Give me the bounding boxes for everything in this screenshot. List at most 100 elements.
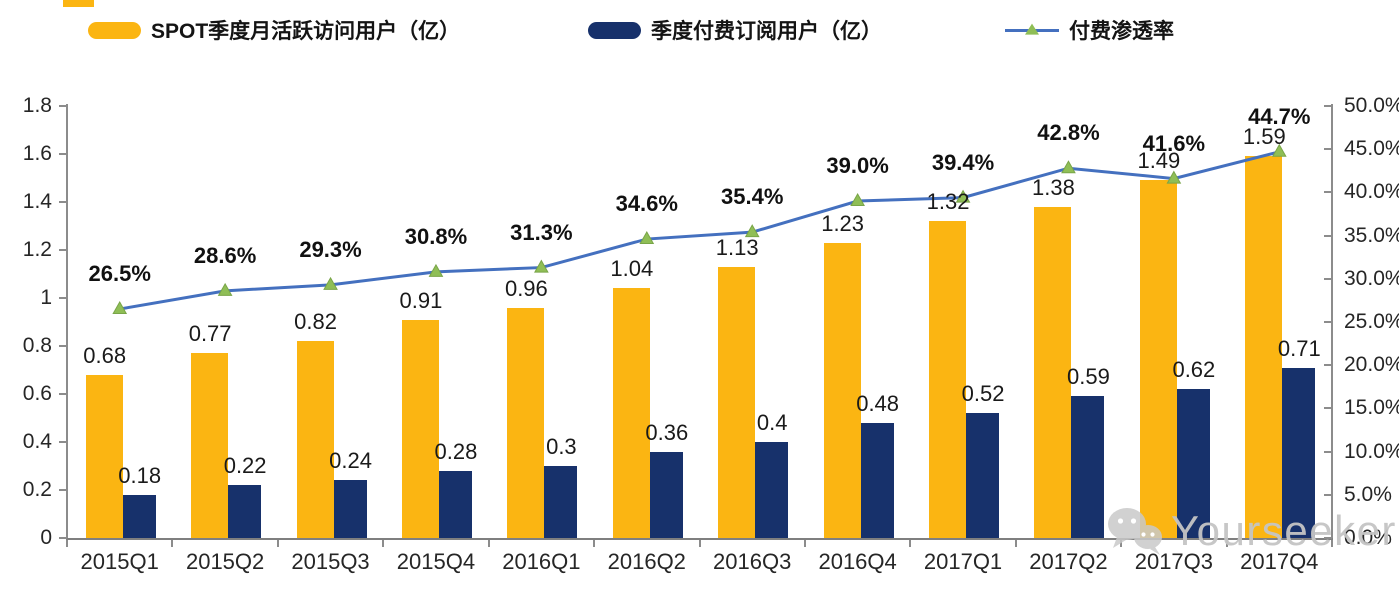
mau-value-label: 0.77 [188, 321, 232, 347]
mau-value-label: 1.38 [1032, 174, 1075, 200]
subs-value-label: 0.28 [434, 438, 478, 464]
penetration-value-label: 44.7% [1248, 103, 1311, 129]
left-axis-tick-label: 1.4 [22, 190, 52, 213]
mau-value-label: 0.68 [83, 342, 127, 368]
penetration-value-label: 39.4% [931, 149, 995, 175]
subs-bar [1071, 396, 1105, 538]
right-axis-tick [1324, 537, 1332, 539]
subs-bar [755, 442, 789, 538]
penetration-value-label: 26.5% [88, 261, 151, 287]
subs-value-label: 0.48 [856, 390, 900, 416]
penetration-value-label: 41.6% [1142, 130, 1206, 156]
subs-value-label: 0.36 [645, 419, 689, 445]
left-axis-tick [59, 393, 67, 395]
mau-value-label: 1.04 [610, 256, 654, 282]
left-axis-tick [59, 201, 67, 203]
mau-bar [612, 288, 650, 538]
subs-bar [544, 466, 578, 538]
subs-value-label: 0.4 [756, 410, 788, 435]
left-axis-tick-label: 1.6 [22, 142, 52, 165]
legend-item-subs: 季度付费订阅用户（亿） [588, 15, 882, 45]
x-axis-category-label: 2016Q3 [713, 549, 792, 574]
subs-value-label: 0.62 [1172, 357, 1216, 383]
penetration-line-path [119, 150, 1280, 311]
right-axis-tick-label: 50.0% [1344, 94, 1399, 117]
mau-value-label: 1.32 [926, 189, 970, 215]
watermark: Yourseeker [1106, 504, 1397, 558]
mau-value-label: 0.96 [504, 275, 548, 301]
mau-bar [401, 319, 439, 538]
legend-item-penetration: 付费渗透率 [1005, 15, 1174, 45]
x-axis-line [66, 538, 1333, 540]
right-axis-tick [1324, 364, 1332, 367]
x-axis-category-label: 2016Q2 [607, 549, 686, 574]
left-axis-tick-label: 0.8 [22, 334, 52, 357]
subs-bar [333, 480, 367, 538]
left-axis-tick [59, 441, 67, 443]
x-axis-tick [909, 540, 912, 547]
x-axis-category-label: 2016Q4 [818, 549, 897, 574]
legend-label-subs: 季度付费订阅用户（亿） [651, 20, 882, 43]
x-axis-tick [1120, 540, 1123, 547]
x-axis-category-label: 2015Q4 [396, 549, 476, 574]
subs-value-label: 0.71 [1277, 335, 1321, 361]
mau-bar [823, 242, 861, 538]
mau-value-label: 0.91 [399, 287, 443, 313]
right-axis-tick-label: 5.0% [1344, 482, 1392, 506]
subs-bar [860, 422, 894, 538]
subs-bar [966, 413, 1000, 538]
left-axis-tick-label: 0 [40, 526, 52, 549]
penetration-value-label: 34.6% [615, 191, 678, 217]
penetration-value-label: 35.4% [721, 184, 784, 210]
penetration-value-label: 42.8% [1037, 120, 1100, 146]
subs-value-label: 0.24 [329, 448, 372, 474]
left-axis-tick [59, 105, 67, 107]
x-axis-category-label: 2017Q2 [1029, 549, 1108, 574]
right-axis-tick-label: 0.0% [1344, 526, 1392, 549]
right-axis-tick-label: 40.0% [1344, 180, 1399, 204]
legend-label-mau: SPOT季度月活跃访问用户（亿） [151, 20, 461, 43]
right-axis-tick-label: 15.0% [1344, 396, 1399, 420]
left-axis-tick-label: 1.8 [22, 94, 52, 117]
mau-value-label: 1.13 [715, 234, 759, 260]
right-axis-tick [1324, 493, 1332, 496]
mau-value-label: 1.23 [821, 210, 865, 236]
x-axis-tick [382, 540, 385, 547]
mau-bar-swatch [88, 21, 141, 39]
mau-value-label: 1.59 [1242, 124, 1286, 150]
left-axis-tick [59, 297, 67, 299]
right-axis-tick [1324, 321, 1332, 323]
x-axis-tick [698, 540, 701, 547]
watermark-text: Yourseeker [1171, 507, 1397, 554]
subs-bar [649, 451, 683, 538]
x-axis-category-label: 2015Q3 [291, 549, 370, 574]
cropped-element-fragment [63, 0, 94, 7]
triangle-marker-icon [534, 259, 549, 273]
right-axis-tick-label: 10.0% [1344, 439, 1399, 463]
x-axis-tick [66, 540, 68, 547]
mau-bar [85, 374, 123, 538]
x-axis-tick [171, 540, 174, 547]
x-axis-tick [1331, 540, 1333, 547]
x-axis-tick [487, 540, 490, 547]
right-axis-tick [1324, 148, 1332, 151]
mau-bar [296, 341, 334, 538]
right-axis-tick-label: 25.0% [1344, 310, 1399, 333]
penetration-value-label: 30.8% [404, 223, 468, 249]
subs-value-label: 0.59 [1067, 364, 1110, 390]
subs-bar [228, 485, 262, 538]
x-axis-category-label: 2017Q4 [1240, 549, 1319, 574]
penetration-value-label: 29.3% [299, 236, 362, 262]
subs-value-label: 0.22 [223, 453, 267, 479]
mau-bar [191, 353, 229, 538]
mau-bar [718, 266, 756, 538]
right-axis-tick [1324, 191, 1332, 194]
x-axis-category-label: 2015Q1 [80, 549, 159, 574]
subs-value-label: 0.52 [961, 381, 1005, 407]
x-axis-tick [276, 540, 279, 547]
subs-bar [122, 494, 156, 538]
mau-bar [929, 221, 967, 538]
x-axis-category-label: 2017Q1 [923, 549, 1003, 574]
penetration-line-swatch [1005, 23, 1059, 35]
